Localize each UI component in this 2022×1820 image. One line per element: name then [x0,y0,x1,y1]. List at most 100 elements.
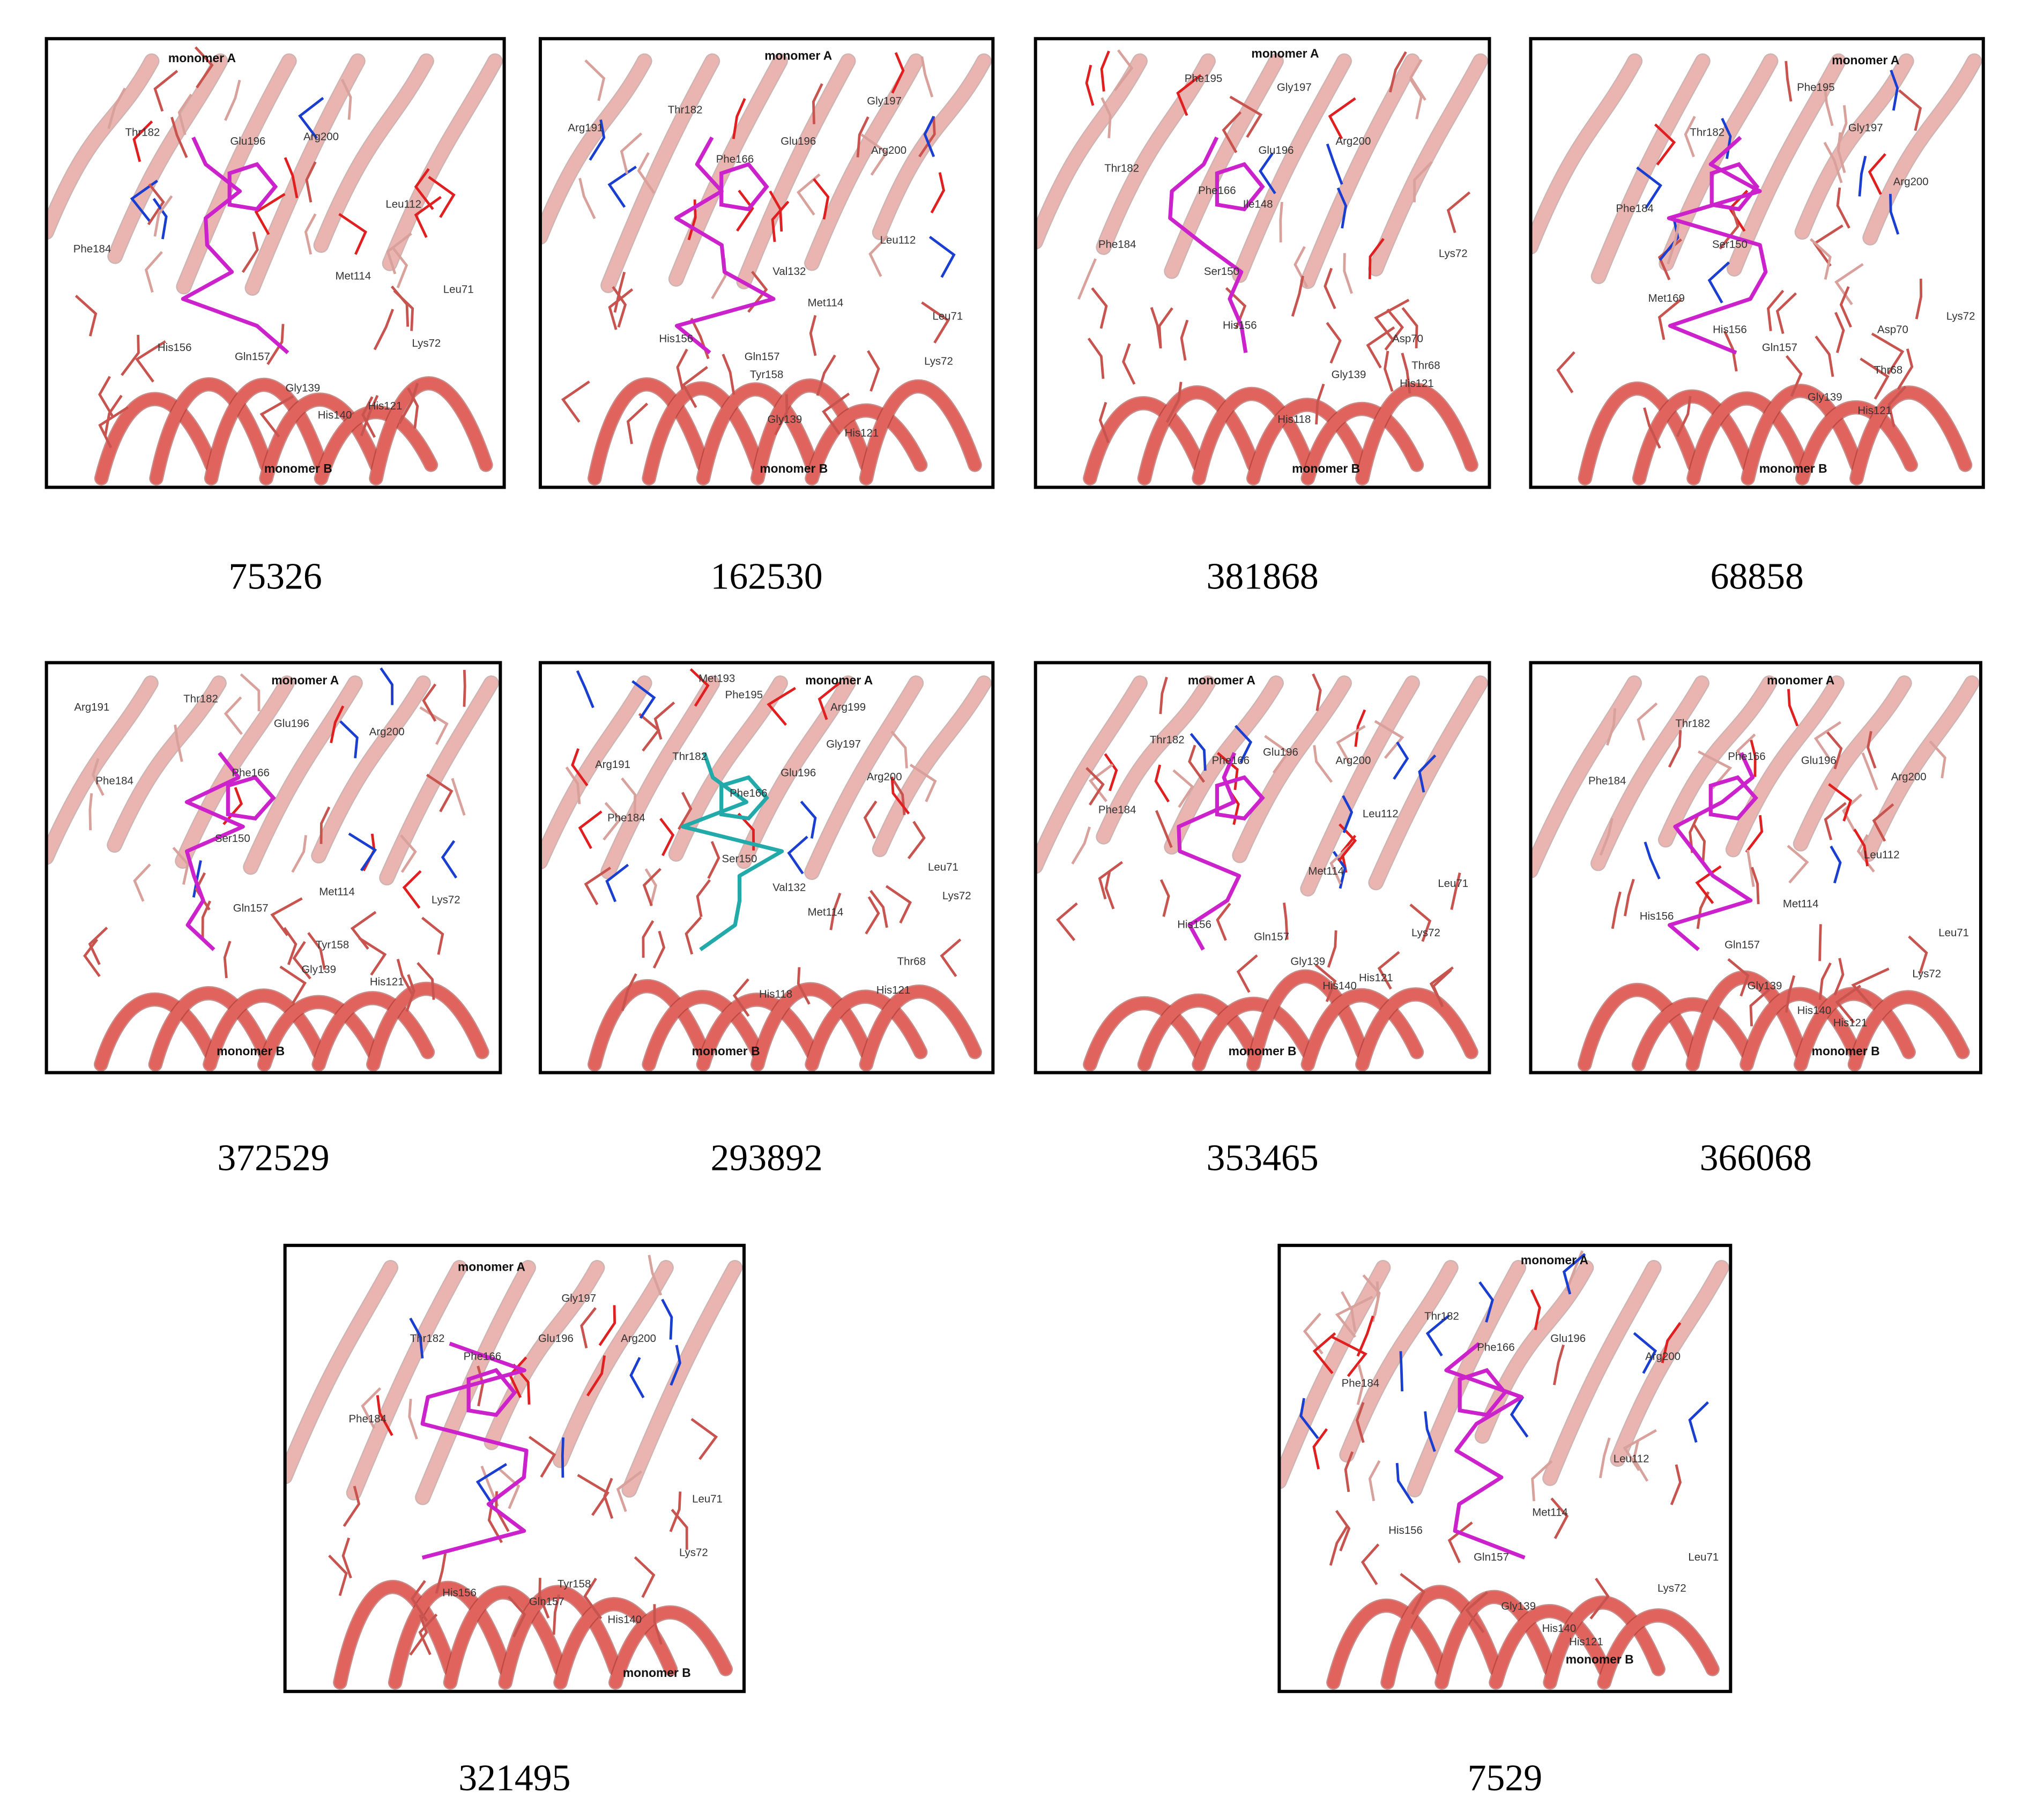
ribbon-a [108,676,226,852]
side-chain [380,667,394,705]
ribbon-b [1247,971,1369,1070]
side-chain [361,1387,382,1429]
residue-label: Arg200 [1891,771,1927,783]
side-chain [528,1436,556,1478]
residue-label: Gly197 [867,95,902,107]
monomer-b-label: monomer B [1229,1044,1297,1058]
side-chain [153,195,173,237]
ribbon-b [643,383,764,484]
side-chain [358,937,387,976]
side-chain [607,166,637,208]
side-chain [644,868,657,906]
residue-label: Leu71 [928,861,958,873]
side-chain [736,189,754,232]
residue-label: Phe184 [607,812,645,824]
side-chain [707,841,720,879]
structure: Thr182 Phe166 Glu196 Arg200 Phe184 Leu112 Met1… [1279,1250,1729,1690]
residue-label: Lys72 [924,355,953,367]
side-chain [1835,984,1861,1024]
side-chain [1362,1274,1381,1316]
side-chain [418,1613,438,1655]
side-chain [1851,967,1890,1006]
ligand [1667,136,1768,355]
ribbon-b [752,983,872,1070]
residue-label: Lys72 [942,890,971,902]
residue-label: His156 [1223,319,1257,331]
ribbon-b [150,378,272,484]
structure: Arg191 Thr182 Glu196 Arg200 Phe184 Phe166 Ser1… [46,667,499,1072]
side-chain [642,868,661,906]
residue-label: Arg200 [867,771,902,783]
side-chain [1344,1451,1354,1493]
residue-label: His121 [876,984,911,996]
side-chain [930,172,946,214]
residue-label: Phe184 [1098,803,1136,816]
monomer-b-label: monomer B [264,461,332,475]
side-chain [1088,763,1114,802]
monomer-a-label: monomer A [1521,1253,1588,1267]
monomer-b-label: monomer B [1812,1044,1880,1058]
side-chain [1929,740,1946,779]
side-chain [1889,193,1900,235]
side-chain [283,927,298,965]
residue-label: Gly197 [561,1292,596,1304]
ligand [181,136,289,354]
ribbon-b [1193,998,1314,1070]
residue-label: His121 [368,400,403,412]
side-chain [580,1307,597,1348]
side-chain [107,87,127,129]
residue-label: Gly139 [1501,1600,1536,1612]
residue-label: Phe184 [1616,203,1653,215]
residue-label: Met193 [698,672,735,684]
residue-label: Phe166 [232,766,269,779]
side-chain [1159,879,1170,917]
monomer-a-label: monomer A [1832,53,1899,67]
side-chain [1824,802,1847,840]
side-chain [816,354,836,396]
side-chain [732,98,746,139]
residue-label: Gly139 [1332,368,1366,381]
side-chain [1446,191,1471,233]
side-chain [428,176,456,218]
panel-caption: 162530 [711,556,823,598]
ribbon-b [258,996,380,1070]
side-chain [1374,720,1404,759]
side-chain [1723,330,1738,372]
side-chain [822,392,850,435]
residue-label: Met114 [335,270,371,282]
side-chain [661,1299,673,1340]
side-chain [1236,954,1258,993]
ligand-ring [1709,162,1760,212]
ligand-ring [1215,162,1265,212]
side-chain [408,1399,418,1439]
residue-label: Thr182 [1104,162,1139,174]
side-chain [1409,59,1426,101]
structure: Met193 Phe195 Arg199 Gly197 Arg200 Arg191 Thr1… [540,668,992,1072]
side-chain [414,196,442,238]
side-chain [920,56,934,98]
ribbon-b [1302,989,1423,1070]
side-chain [809,315,817,356]
residue-label: Tyr158 [557,1578,591,1590]
side-chain [192,860,202,898]
side-chain [75,295,98,337]
side-chain [1354,709,1366,747]
residue-label: Lys72 [1411,927,1440,939]
side-chain [940,938,962,978]
ribbon-a [873,676,991,856]
panel-frame [1529,37,1985,489]
side-chain [1872,803,1894,842]
side-chain [1721,117,1732,159]
side-chain [441,840,458,879]
side-chain [133,863,151,902]
residue-label: His121 [845,427,879,439]
side-chain [774,394,789,436]
residue-label: Tyr158 [750,368,783,381]
side-chain [373,309,395,350]
side-chain [1326,143,1343,185]
side-chain [1329,1334,1367,1377]
ribbon-a [1659,676,1776,847]
residue-label: Arg200 [1335,754,1371,766]
side-chain [890,777,910,815]
side-chain [1314,964,1337,1002]
